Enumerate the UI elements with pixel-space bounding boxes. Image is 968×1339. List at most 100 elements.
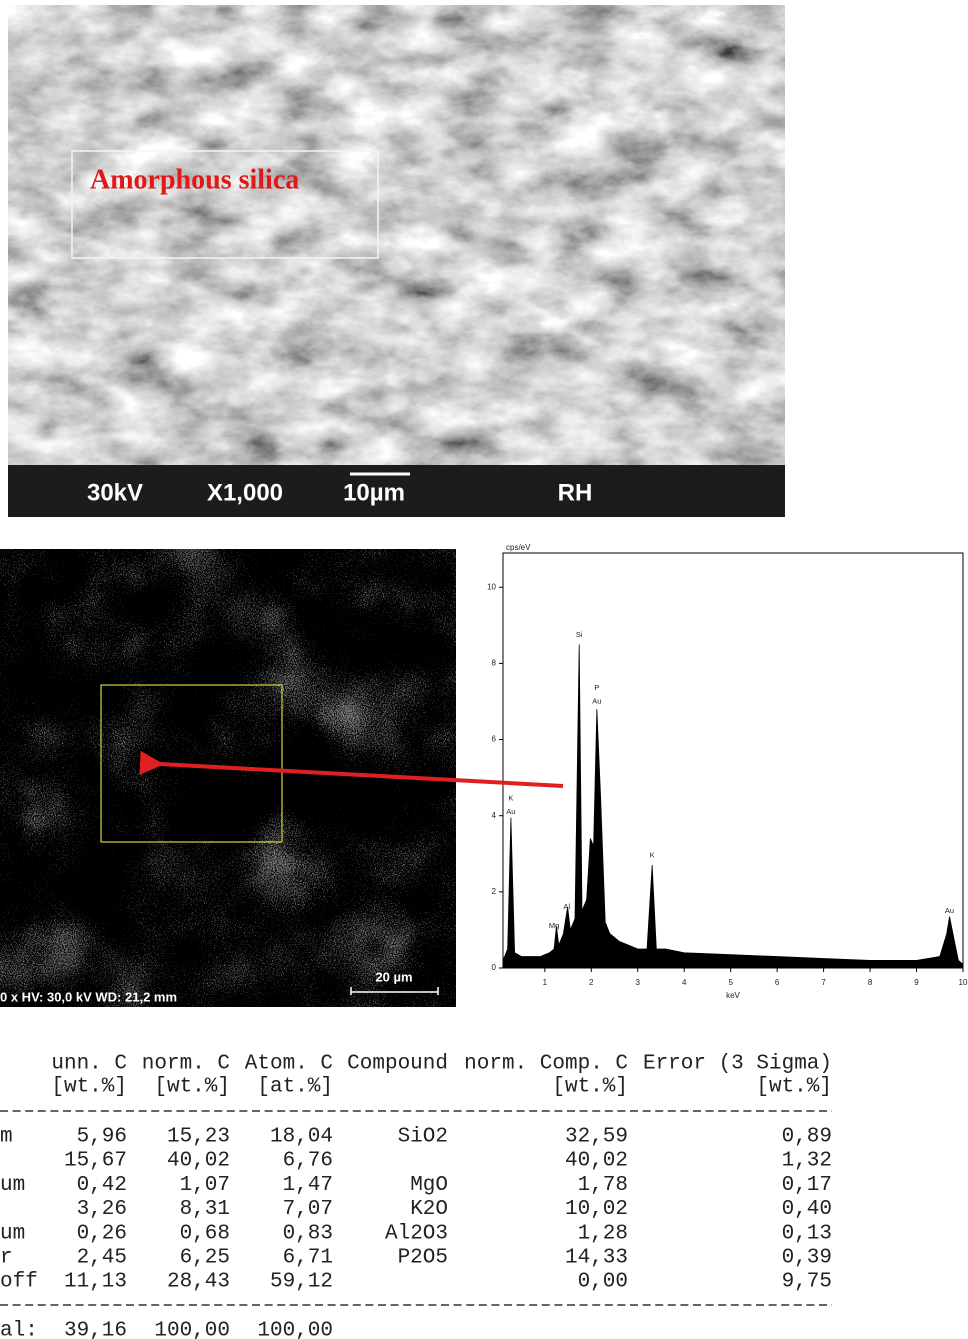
sem-texture bbox=[8, 5, 785, 465]
x-tick-label: 6 bbox=[775, 978, 780, 987]
table-cell: 11,13 bbox=[64, 1271, 127, 1294]
peak-label: Au bbox=[945, 906, 954, 915]
table-cell: 1,28 bbox=[578, 1222, 628, 1245]
peak-label: P bbox=[594, 683, 599, 692]
info-text: 30kV bbox=[87, 479, 143, 506]
region-label: Amorphous silica bbox=[90, 164, 299, 195]
table-cell: Atom. C bbox=[245, 1053, 333, 1076]
x-tick-label: 5 bbox=[728, 978, 733, 987]
x-tick-label: 1 bbox=[543, 978, 548, 987]
table-cell: 15,67 bbox=[64, 1150, 127, 1173]
table-cell: 6,25 bbox=[180, 1247, 230, 1270]
y-tick-label: 4 bbox=[492, 811, 497, 820]
table-cell: 15,23 bbox=[167, 1126, 230, 1149]
peak-label: Si bbox=[576, 630, 583, 639]
map-scale-label: 20 µm bbox=[375, 969, 412, 984]
table-cell: 0,39 bbox=[782, 1247, 832, 1270]
table-cell: m bbox=[0, 1126, 13, 1149]
table-cell: 100,00 bbox=[154, 1320, 230, 1339]
composition-table: unn. C norm. C Atom. C Compound norm. Comp. … bbox=[0, 1053, 832, 1339]
table-cell: 40,02 bbox=[167, 1150, 230, 1173]
x-tick-label: 7 bbox=[821, 978, 826, 987]
table-cell: norm. Comp. C bbox=[464, 1053, 628, 1076]
table-cell: norm. C bbox=[142, 1053, 230, 1076]
x-tick-label: 3 bbox=[636, 978, 641, 987]
table-cell: 3,26 bbox=[77, 1198, 127, 1221]
info-text: 10µm bbox=[343, 479, 405, 506]
table-cell: 6,71 bbox=[283, 1247, 333, 1270]
table-cell: unn. C bbox=[51, 1053, 127, 1076]
table-cell: 0,89 bbox=[782, 1126, 832, 1149]
x-tick-label: 4 bbox=[682, 978, 687, 987]
table-cell: Error (3 Sigma) bbox=[643, 1053, 832, 1076]
peak-label: Al bbox=[563, 902, 570, 911]
sem-image: Amorphous silica 30kV X1,000 10µm RH bbox=[8, 5, 785, 517]
x-tick-label: 9 bbox=[914, 978, 919, 987]
peak-label: Au bbox=[592, 696, 601, 705]
table-cell: off bbox=[0, 1271, 38, 1294]
peak-label: K bbox=[650, 851, 655, 860]
table-cell: K2O bbox=[410, 1198, 448, 1221]
table-cell: 32,59 bbox=[565, 1126, 628, 1149]
table-cell: 0,00 bbox=[578, 1271, 628, 1294]
table-cell: al: bbox=[0, 1320, 38, 1339]
table-cell: Al2O3 bbox=[385, 1222, 448, 1245]
selection-box bbox=[100, 684, 283, 843]
table-cell: 59,12 bbox=[270, 1271, 333, 1294]
peak-label: Mg bbox=[549, 921, 559, 930]
y-tick-label: 6 bbox=[492, 735, 497, 744]
table-cell: [wt.%] bbox=[154, 1076, 230, 1099]
table-cell: 9,75 bbox=[782, 1271, 832, 1294]
table-cell: 100,00 bbox=[257, 1320, 333, 1339]
table-cell: 39,16 bbox=[64, 1320, 127, 1339]
table-cell: 0,40 bbox=[782, 1198, 832, 1221]
table-cell: [wt.%] bbox=[552, 1076, 628, 1099]
x-axis-label: keV bbox=[726, 991, 740, 1000]
y-tick-label: 2 bbox=[492, 887, 497, 896]
table-cell: 0,42 bbox=[77, 1174, 127, 1197]
x-tick-label: 8 bbox=[868, 978, 873, 987]
x-tick-label: 2 bbox=[589, 978, 594, 987]
plot-frame bbox=[502, 552, 964, 969]
map-info: 0 x HV: 30,0 kV WD: 21,2 mm bbox=[0, 989, 177, 1004]
table-cell: 1,47 bbox=[283, 1174, 333, 1197]
map-scale-bar bbox=[350, 987, 439, 995]
info-text: X1,000 bbox=[207, 479, 283, 506]
y-axis-label: cps/eV bbox=[506, 543, 531, 552]
table-cell: 2,45 bbox=[77, 1247, 127, 1270]
table-cell: 28,43 bbox=[167, 1271, 230, 1294]
peak-label: Au bbox=[506, 807, 515, 816]
table-cell: um bbox=[0, 1222, 25, 1245]
y-tick-label: 10 bbox=[487, 582, 496, 591]
table-cell: 1,32 bbox=[782, 1150, 832, 1173]
table-cell: SiO2 bbox=[398, 1126, 448, 1149]
table-cell: um bbox=[0, 1174, 25, 1197]
x-tick-label: 10 bbox=[959, 978, 968, 987]
table-cell: 18,04 bbox=[270, 1126, 333, 1149]
y-tick-label: 0 bbox=[492, 963, 497, 972]
table-cell: 8,31 bbox=[180, 1198, 230, 1221]
selection-box bbox=[71, 150, 379, 259]
table-cell: P2O5 bbox=[398, 1247, 448, 1270]
table-cell: [at.%] bbox=[257, 1076, 333, 1099]
table-cell: 14,33 bbox=[565, 1247, 628, 1270]
y-tick-label: 8 bbox=[492, 659, 497, 668]
table-cell: Compound bbox=[347, 1053, 448, 1076]
table-cell: 0,68 bbox=[180, 1222, 230, 1245]
table-cell: r bbox=[0, 1247, 13, 1270]
table-cell: 10,02 bbox=[565, 1198, 628, 1221]
table-cell: 0,13 bbox=[782, 1222, 832, 1245]
table-cell: 1,78 bbox=[578, 1174, 628, 1197]
info-text: RH bbox=[558, 479, 593, 506]
pointer-arrow bbox=[139, 750, 564, 788]
table-cell: 0,83 bbox=[283, 1222, 333, 1245]
table-cell: 40,02 bbox=[565, 1150, 628, 1173]
table-cell: 0,17 bbox=[782, 1174, 832, 1197]
table-cell: 1,07 bbox=[180, 1174, 230, 1197]
table-cell: 7,07 bbox=[283, 1198, 333, 1221]
spectrum-area bbox=[502, 644, 964, 969]
table-cell: 5,96 bbox=[77, 1126, 127, 1149]
table-cell: [wt.%] bbox=[756, 1076, 832, 1099]
